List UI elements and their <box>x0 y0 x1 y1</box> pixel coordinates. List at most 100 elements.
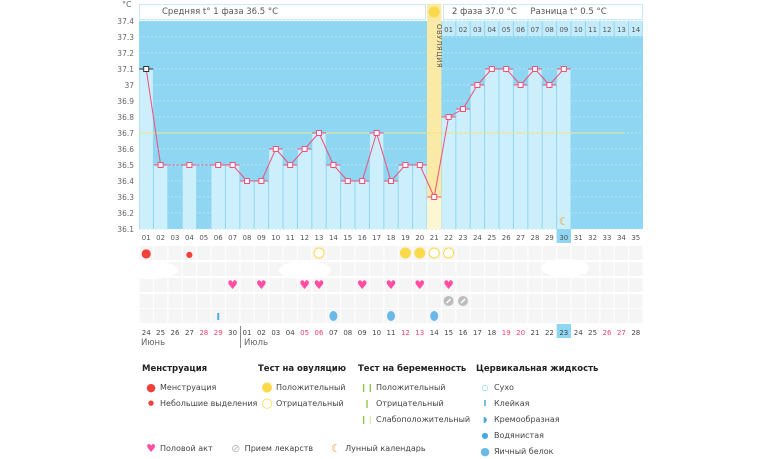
phase2-day-cell <box>528 21 542 36</box>
legend-item: Слабоположительный <box>376 414 471 424</box>
marker-cell <box>542 246 557 260</box>
cycle-day-label: 30 <box>559 234 568 242</box>
y-tick-label: 36.1 <box>117 225 134 234</box>
egg-white-icon <box>329 311 338 321</box>
calendar-date: 27 <box>617 329 626 337</box>
negative-circle-icon: ○ <box>261 395 273 411</box>
marker-cell <box>341 246 355 260</box>
cycle-day-label: 20 <box>415 234 424 242</box>
phase2-day-cell <box>614 21 629 36</box>
cycle-day-label: 25 <box>487 234 496 242</box>
temperature-point <box>445 114 452 120</box>
marker-cell <box>485 294 499 308</box>
calendar-date: 28 <box>631 329 640 337</box>
current-day-highlight <box>556 229 571 243</box>
legend-other: ♥ Половой акт ⊘ Прием лекарств ☾ Лунный кал… <box>142 440 426 456</box>
marker-cell <box>225 278 240 292</box>
legend-item: Отрицательный <box>276 398 344 408</box>
marker-cell <box>528 309 542 323</box>
temperature-point <box>316 130 322 136</box>
phase2-day-label: 09 <box>559 26 568 34</box>
ovulation-test-icon <box>414 247 426 259</box>
marker-cell <box>341 294 355 308</box>
phase2-day-label: 12 <box>603 26 612 34</box>
marker-cell <box>254 278 269 292</box>
marker-cell <box>153 294 168 308</box>
temperature-bar <box>254 181 269 229</box>
calendar-date: 30 <box>228 329 237 337</box>
legend-cervical: Цервикальная жидкость ○ Сухо I Клейкая ◗ Кр… <box>476 364 598 459</box>
marker-cell <box>614 294 629 308</box>
heart-icon: ♥ <box>314 278 325 292</box>
temperature-point <box>186 162 193 168</box>
temperature-point <box>244 178 250 184</box>
phase2-label: 2 фаза 37.0 °C <box>452 7 517 17</box>
marker-cell <box>513 246 528 260</box>
temperature-bar <box>413 165 427 229</box>
cycle-day-label: 34 <box>617 234 626 242</box>
legend-item: Водянистая <box>494 430 544 440</box>
marker-cell <box>369 246 384 260</box>
temperature-line <box>419 164 435 198</box>
positive-circle-icon: ● <box>261 379 273 395</box>
temperature-bar <box>211 165 225 229</box>
marker-cell <box>168 246 182 260</box>
marker-cell <box>297 278 312 292</box>
phase2-day-label: 01 <box>444 26 453 34</box>
calendar-date: 19 <box>502 329 511 337</box>
marker-cell <box>211 278 225 292</box>
phase1-label: Средняя t° 1 фаза 36.5 °C <box>162 7 279 17</box>
temperature-bar <box>369 133 384 229</box>
temperature-line <box>361 132 378 182</box>
marker-cell <box>182 278 197 292</box>
cycle-day-label: 22 <box>444 234 453 242</box>
marker-cell <box>355 262 369 276</box>
temperature-point <box>517 82 524 88</box>
temperature-bar <box>384 181 398 229</box>
y-tick-label: 36.7 <box>117 129 134 138</box>
cycle-day-label: 06 <box>214 234 223 242</box>
marker-cell <box>211 246 225 260</box>
calendar-date: 17 <box>473 329 482 337</box>
legend-item: Лунный календарь <box>345 443 426 453</box>
temperature-bar <box>269 149 283 229</box>
heart-icon: ♥ <box>443 278 454 292</box>
marker-cell <box>470 246 485 260</box>
temperature-bar <box>341 181 355 229</box>
heart-icon: ♥ <box>299 278 310 292</box>
temperature-bar <box>456 109 470 229</box>
temperature-line <box>462 84 478 110</box>
marker-cell <box>254 309 269 323</box>
temperature-point <box>546 82 553 88</box>
cycle-day-label: 32 <box>588 234 597 242</box>
marker-cell <box>441 262 456 276</box>
temperature-point <box>373 130 380 136</box>
marker-cell <box>600 294 614 308</box>
legend-ovulation: Тест на овуляцию ● Положительный ○ Отрицат… <box>258 364 346 411</box>
marker-cell <box>139 309 153 323</box>
calendar-date: 03 <box>271 329 280 337</box>
calendar-date: 27 <box>185 329 194 337</box>
phase2-day-cell <box>513 21 528 36</box>
marker-cell <box>470 262 485 276</box>
phase2-day-label: 08 <box>545 26 554 34</box>
marker-cell <box>225 294 240 308</box>
marker-cell <box>341 278 355 292</box>
calendar-date: 09 <box>358 329 367 337</box>
marker-cell <box>240 246 254 260</box>
temperature-line <box>260 148 277 182</box>
watery-icon: ● <box>481 430 489 440</box>
temperature-line <box>145 68 162 166</box>
legend-item: Прием лекарств <box>244 443 314 453</box>
marker-cell <box>600 278 614 292</box>
temperature-point <box>388 178 394 184</box>
marker-cell <box>355 246 369 260</box>
phase2-day-cell <box>629 21 643 36</box>
cycle-day-label: 12 <box>300 234 309 242</box>
heart-icon: ♥ <box>357 278 368 292</box>
diff-label: Разница t° 0.5 °C <box>530 7 607 17</box>
phase2-day-cell <box>485 21 499 36</box>
y-tick-label: 36.9 <box>117 97 134 106</box>
legend-title: Цервикальная жидкость <box>476 364 599 374</box>
marker-cell <box>297 294 312 308</box>
